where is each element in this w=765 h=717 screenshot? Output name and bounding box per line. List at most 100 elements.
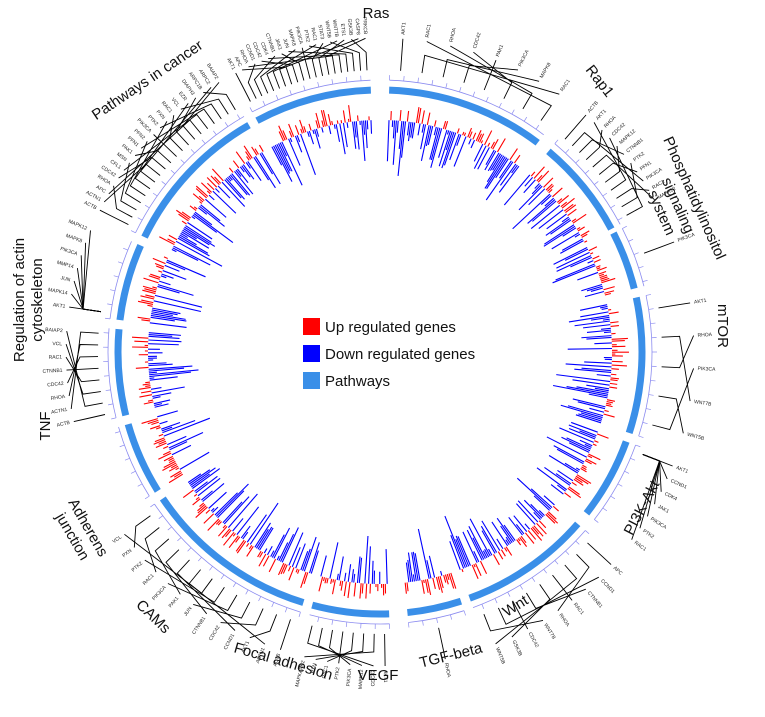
tick-mark [299,612,300,617]
down-bar [544,226,575,246]
down-bar [161,276,166,278]
up-bar [143,278,158,283]
up-bar [269,559,275,572]
tick-mark [105,318,110,319]
up-bar [518,538,520,541]
up-bar [468,128,472,137]
up-bar [433,578,436,589]
up-bar [163,446,168,448]
down-bar [347,122,348,128]
tick-mark [159,516,163,519]
up-bar [194,207,197,209]
down-bar [330,542,338,578]
tick-mark [106,390,111,391]
gene-label: CDC42 [47,381,64,389]
up-bar [612,341,625,342]
down-bar [585,291,604,296]
tick-mark [532,578,535,582]
up-bar [288,566,290,571]
down-bar [246,162,250,168]
tick-mark [332,620,333,625]
up-bar [169,474,183,482]
tick-mark [495,599,497,604]
down-bar [339,556,343,580]
up-bar [604,414,615,417]
up-bar [590,253,593,254]
tick-mark [566,149,569,153]
tick-mark [250,107,252,111]
gene-label: PIK3CA [151,584,168,602]
tick-mark [585,530,589,533]
pathway-segment [145,125,249,237]
gene-label: PAK1 [495,44,505,58]
up-bar [577,227,580,229]
up-bar [597,268,601,269]
tick-mark [285,608,287,613]
down-bar [215,188,219,192]
up-bar [564,493,570,498]
tick-mark [221,575,224,579]
up-bar [283,130,287,139]
up-bar [553,506,558,511]
tick-mark [114,276,119,277]
up-bar [481,140,482,143]
gene-label: PIK3CA [346,668,354,687]
up-bar [497,138,505,151]
down-bar [583,325,610,328]
down-bar [397,121,398,133]
tick-mark [460,87,461,92]
up-bar [136,367,149,368]
down-bar [148,344,179,345]
tick-mark [464,611,466,616]
tick-mark [123,248,128,250]
up-bar [169,235,177,239]
up-bar [612,365,627,366]
up-bar [325,578,326,584]
down-bar [371,120,372,134]
up-bar [319,577,323,592]
pathway-segment [407,601,461,612]
up-bar [578,227,585,231]
gene-label: RHOA [557,613,571,629]
pathway-label: Wnt [500,591,532,620]
up-bar [427,113,430,125]
up-bar [610,380,617,381]
pathway-label: TNF [37,411,54,440]
up-bar [144,402,154,404]
tick-mark [482,604,484,609]
gene-label: RHOA [50,394,66,402]
down-bar [386,549,387,584]
tick-mark [536,125,539,129]
tick-mark [636,445,641,447]
down-bar [277,144,290,171]
down-bar [365,536,368,584]
up-bar [298,569,300,573]
tick-mark [639,266,644,268]
down-bar [364,121,365,135]
gene-label: WNT5B [686,432,705,442]
gene-connector [77,268,101,312]
tick-mark [150,504,154,507]
tick-mark [473,92,475,97]
gene-connector [659,303,691,308]
up-bar [573,214,586,223]
up-bar [485,131,492,145]
down-bar [264,549,267,554]
pathway-segment [312,605,389,614]
up-bar [594,260,601,263]
up-bar [143,384,151,385]
up-bar [138,317,151,319]
gene-label: PXN [121,548,133,559]
up-bar [164,257,168,259]
gene-label: RHOA [697,332,712,339]
gene-connector [280,619,290,649]
gene-label: AKT1 [675,465,689,475]
down-bar [218,186,230,198]
down-bar [278,143,292,171]
down-bar [169,433,203,449]
down-bar [519,186,542,210]
pathway-label-line: TGF-beta [418,639,485,671]
up-bar [148,400,153,401]
gene-label: GSK3B [511,639,524,657]
down-bar [248,161,261,180]
